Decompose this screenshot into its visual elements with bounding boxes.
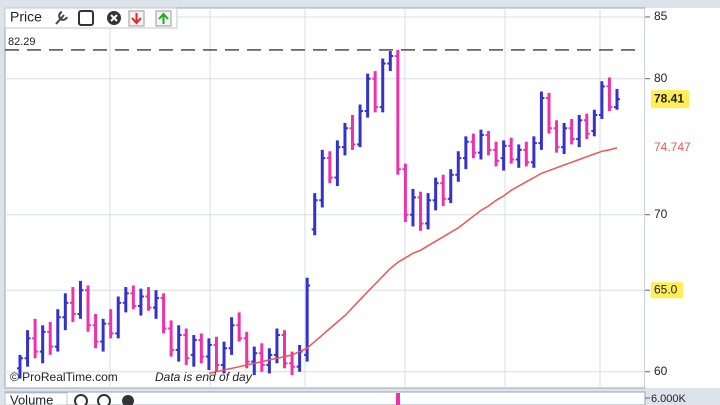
watermark: © ProRealTime.com	[10, 370, 118, 384]
window-icon[interactable]	[78, 10, 94, 26]
last-price-label: 78.41	[654, 91, 684, 105]
ma-last-label: 74.747	[654, 140, 691, 154]
y-tick-label: 70	[654, 207, 668, 221]
moving-average-line	[208, 147, 618, 375]
data-note: Data is end of day	[155, 370, 253, 384]
reference-label: 82.29	[8, 36, 36, 48]
price-panel	[4, 7, 646, 389]
panel-title: Price	[10, 9, 42, 25]
last-price-box	[651, 90, 689, 109]
volume-tick-label: 6.000K	[651, 393, 687, 405]
volume-title: Volume	[10, 392, 53, 405]
y-tick-label: 85	[654, 9, 668, 23]
panel-header: Price	[4, 7, 178, 29]
y-tick-highlight	[651, 282, 683, 299]
settings-icon[interactable]	[55, 11, 68, 25]
y-tick-label: 60	[654, 364, 668, 378]
y-tick-label: 80	[654, 71, 668, 85]
y-tick-label: 65.0	[654, 282, 678, 296]
volume-bar-fragment	[396, 393, 400, 405]
price-axis	[645, 8, 720, 388]
